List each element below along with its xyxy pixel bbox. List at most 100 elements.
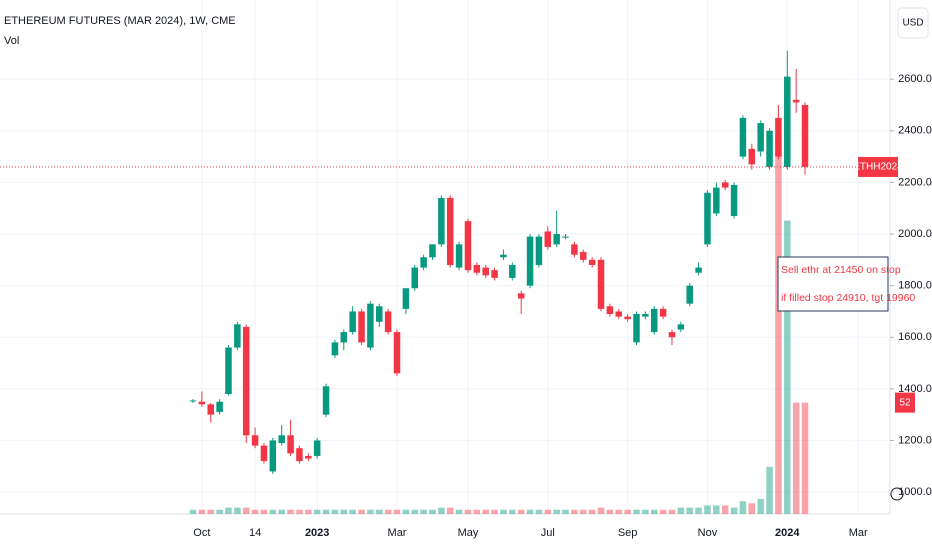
candle-body bbox=[500, 254, 507, 258]
candle-body bbox=[340, 332, 348, 343]
candle-body bbox=[331, 342, 339, 356]
candle-body bbox=[562, 236, 569, 238]
volume-bar bbox=[721, 505, 729, 514]
candle-body bbox=[393, 332, 401, 374]
annotation-text: Sell ethr at 21450 on stop bbox=[781, 264, 901, 276]
candle-body bbox=[464, 221, 472, 271]
volume-title: Vol bbox=[4, 35, 19, 47]
currency-label[interactable]: USD bbox=[902, 18, 923, 29]
volume-bar bbox=[801, 402, 809, 514]
chart-title: ETHEREUM FUTURES (MAR 2024), 1W, CME bbox=[4, 15, 236, 27]
volume-bar bbox=[234, 507, 241, 514]
candle-body bbox=[358, 311, 365, 343]
volume-bar bbox=[358, 509, 365, 514]
volume-bar bbox=[748, 503, 756, 514]
price-label-box bbox=[858, 156, 898, 177]
y-tick-label: 1800.0 bbox=[898, 280, 932, 292]
volume-bar bbox=[624, 509, 631, 514]
candle-body bbox=[517, 293, 525, 299]
candle-body bbox=[624, 316, 631, 320]
volume-bar bbox=[544, 509, 552, 514]
volume-bar bbox=[704, 505, 711, 514]
volume-bar bbox=[207, 509, 214, 514]
volume-bar bbox=[500, 509, 507, 514]
candle-body bbox=[269, 440, 277, 472]
candle-body bbox=[766, 130, 773, 167]
candle-body bbox=[207, 404, 214, 415]
candle-body bbox=[438, 197, 445, 245]
candle-body bbox=[775, 117, 782, 157]
x-tick-label: 2023 bbox=[305, 527, 329, 539]
candle-body bbox=[313, 440, 321, 456]
candle-body bbox=[553, 234, 560, 245]
y-tick-label: 1600.0 bbox=[898, 331, 932, 343]
candle-body bbox=[606, 306, 614, 315]
y-tick-label: 2200.0 bbox=[898, 176, 932, 188]
volume-bar bbox=[349, 509, 356, 514]
candle-body bbox=[322, 386, 330, 415]
volume-bar bbox=[659, 509, 667, 514]
volume-bar bbox=[376, 509, 383, 514]
volume-bar bbox=[553, 509, 560, 514]
volume-bar bbox=[411, 509, 418, 514]
candle-body bbox=[509, 264, 516, 278]
candle-body bbox=[571, 244, 578, 255]
candle-body bbox=[535, 236, 543, 265]
volume-bar bbox=[775, 139, 782, 515]
candle-body bbox=[198, 401, 206, 405]
y-tick-label: 2000.0 bbox=[898, 228, 932, 240]
y-tick-label: 2400.0 bbox=[898, 125, 932, 137]
x-tick-label: Jul bbox=[541, 527, 555, 539]
candle-body bbox=[455, 244, 463, 268]
x-tick-label: Sep bbox=[618, 527, 638, 539]
volume-bar bbox=[296, 509, 303, 514]
volume-bar bbox=[686, 507, 693, 514]
volume-bar bbox=[650, 509, 658, 514]
candle-body bbox=[349, 311, 356, 333]
volume-bar bbox=[580, 509, 587, 514]
volume-bar bbox=[606, 509, 614, 514]
volume-bar bbox=[695, 507, 702, 514]
volume-bar bbox=[367, 509, 374, 514]
volume-bar bbox=[287, 509, 294, 514]
scale-icon[interactable] bbox=[890, 487, 904, 501]
volume-label-box bbox=[895, 392, 915, 413]
candle-body bbox=[544, 231, 552, 247]
x-tick-label: May bbox=[458, 527, 479, 539]
volume-bar bbox=[340, 509, 348, 514]
volume-bar bbox=[713, 505, 720, 514]
candle-body bbox=[251, 435, 259, 446]
volume-bar bbox=[482, 509, 489, 514]
candle-body bbox=[633, 314, 640, 343]
candle-body bbox=[305, 455, 312, 459]
volume-bar bbox=[313, 509, 321, 514]
candle-body bbox=[757, 123, 764, 152]
grid bbox=[0, 0, 890, 514]
volume-bar bbox=[526, 509, 534, 514]
candle-body bbox=[580, 252, 587, 260]
candle-body bbox=[216, 401, 223, 413]
candle-body bbox=[402, 288, 410, 309]
volume-layer bbox=[189, 139, 809, 515]
candle-body bbox=[588, 259, 596, 265]
x-tick-label: 2024 bbox=[775, 527, 800, 539]
candle-body bbox=[234, 324, 241, 348]
candle-body bbox=[278, 435, 285, 444]
candle-body bbox=[189, 400, 197, 402]
candle-body bbox=[704, 192, 711, 245]
candle-body bbox=[642, 314, 649, 317]
currency-button[interactable] bbox=[897, 7, 929, 39]
volume-bar bbox=[242, 507, 250, 514]
candle-body bbox=[677, 324, 685, 330]
y-tick-label: 1400.0 bbox=[898, 383, 932, 395]
candle-body bbox=[296, 448, 303, 462]
candle-body bbox=[420, 257, 427, 268]
volume-bar bbox=[739, 501, 747, 514]
x-tick-label: 14 bbox=[249, 527, 261, 539]
volume-bar bbox=[420, 509, 427, 514]
volume-bar bbox=[402, 509, 410, 514]
price-label: ETHH2024 bbox=[853, 162, 903, 173]
volume-bar bbox=[322, 509, 330, 514]
candle-body bbox=[713, 187, 720, 214]
